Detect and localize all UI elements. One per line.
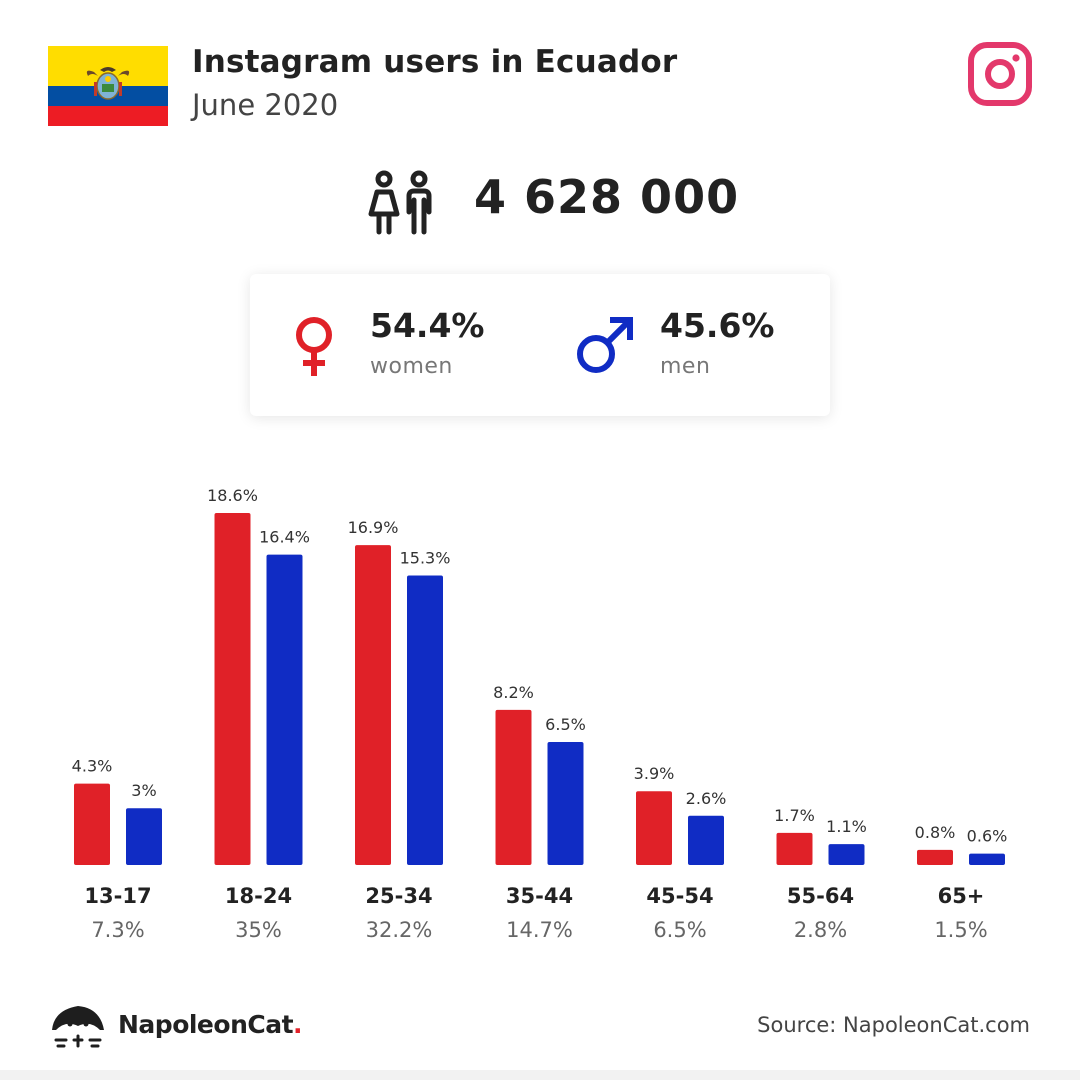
data-label-women-13-17: 4.3%	[72, 757, 113, 776]
data-label-men-13-17: 3%	[131, 781, 156, 800]
age-group-label: 18-24	[224, 884, 293, 908]
age-group-label: 55-64	[786, 884, 855, 908]
data-label-men-45-54: 2.6%	[686, 789, 727, 808]
female-symbol-icon	[296, 317, 332, 376]
bar-women-25-34	[355, 545, 391, 865]
women-label: women	[370, 354, 453, 379]
bar-men-45-54	[688, 815, 724, 865]
data-label-men-18-24: 16.4%	[259, 528, 310, 547]
data-label-women-65+: 0.8%	[915, 823, 956, 842]
age-group-label: 35-44	[505, 884, 574, 908]
women-percentage: 54.4%	[370, 306, 485, 345]
age-group-label: 45-54	[646, 884, 714, 908]
male-symbol-icon	[577, 317, 633, 373]
napoleoncat-brand: NapoleonCat.	[118, 1010, 303, 1039]
bar-men-65+	[969, 853, 1005, 865]
instagram-icon	[968, 42, 1032, 106]
bar-women-18-24	[214, 513, 251, 865]
bar-women-55-64	[776, 832, 813, 865]
bar-men-35-44	[547, 741, 584, 865]
age-group-total: 32.2%	[365, 918, 433, 942]
source-credit: Source: NapoleonCat.com	[757, 1013, 1030, 1037]
data-label-men-55-64: 1.1%	[826, 817, 867, 836]
bar-men-25-34	[407, 575, 443, 865]
people-icon	[368, 170, 432, 235]
bar-women-35-44	[495, 709, 532, 865]
bar-women-65+	[917, 849, 953, 865]
bar-women-45-54	[636, 791, 672, 865]
men-label: men	[660, 354, 711, 379]
data-label-women-35-44: 8.2%	[493, 683, 534, 702]
data-label-women-18-24: 18.6%	[207, 486, 258, 505]
men-percentage: 45.6%	[660, 306, 775, 345]
data-label-men-65+: 0.6%	[967, 827, 1008, 846]
age-group-total: 1.5%	[934, 918, 988, 942]
data-label-men-35-44: 6.5%	[545, 715, 586, 734]
data-label-women-55-64: 1.7%	[774, 806, 815, 825]
napoleoncat-logo-icon	[52, 1006, 104, 1048]
data-label-women-25-34: 16.9%	[348, 518, 399, 537]
age-group-total: 6.5%	[653, 918, 707, 942]
total-users: 4 628 000	[474, 170, 740, 224]
brand-dot: .	[293, 1010, 303, 1039]
bottom-strip	[0, 1070, 1080, 1080]
bar-men-18-24	[266, 554, 303, 865]
bar-men-55-64	[828, 844, 865, 865]
chart-title: Instagram users in Ecuador	[192, 44, 678, 80]
age-group-total: 14.7%	[506, 918, 573, 942]
gender-split-card: 54.4% women 45.6% men	[250, 274, 830, 416]
brand-name: NapoleonCat	[118, 1010, 294, 1039]
age-group-total: 2.8%	[793, 918, 848, 942]
age-group-label: 25-34	[365, 884, 433, 908]
chart-subtitle: June 2020	[192, 88, 339, 122]
age-group-label: 13-17	[84, 884, 152, 908]
ecuador-flag-icon	[48, 46, 168, 126]
age-group-label: 65+	[937, 884, 985, 908]
data-label-men-25-34: 15.3%	[400, 548, 451, 567]
age-group-total: 7.3%	[91, 918, 145, 942]
age-group-total: 35%	[235, 918, 282, 942]
bar-men-13-17	[126, 808, 162, 865]
age-gender-bar-chart: 4.3% 3% 18.6% 16.4% 16.9%15.3% 8.2% 6.5% 3.9% 2.…	[72, 486, 1008, 865]
bar-women-13-17	[74, 783, 110, 865]
data-label-women-45-54: 3.9%	[634, 764, 675, 783]
